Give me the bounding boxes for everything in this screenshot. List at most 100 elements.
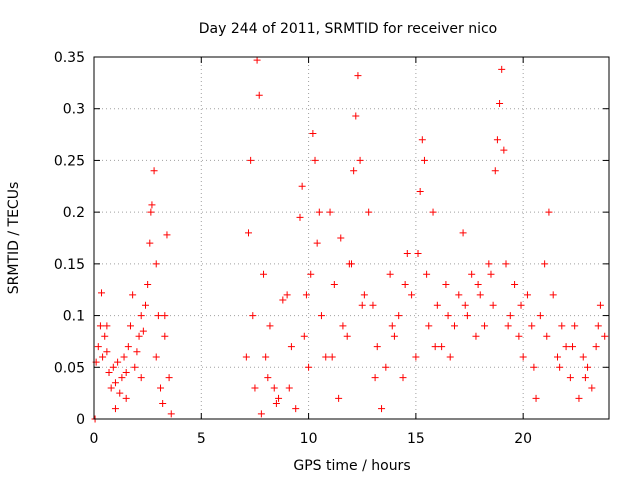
data-point (247, 156, 255, 164)
data-points (91, 56, 609, 423)
data-point (543, 332, 551, 340)
data-point (96, 322, 104, 330)
data-point (98, 289, 106, 297)
data-point (515, 332, 523, 340)
data-point (147, 208, 155, 216)
data-point (142, 301, 149, 309)
data-point (157, 384, 165, 392)
data-point (474, 281, 482, 289)
data-point (403, 250, 411, 258)
data-point (152, 260, 160, 268)
data-point (251, 384, 259, 392)
data-point (579, 353, 587, 361)
data-point (165, 374, 173, 382)
data-point (99, 353, 107, 361)
data-point (575, 394, 583, 402)
data-point (581, 374, 589, 382)
data-point (335, 394, 343, 402)
data-point (423, 270, 431, 278)
data-point (242, 353, 250, 361)
x-tick-label: 15 (407, 431, 425, 447)
x-tick-label: 10 (300, 431, 318, 447)
data-point (592, 343, 600, 351)
data-point (461, 301, 469, 309)
data-point (588, 384, 596, 392)
data-point (541, 260, 549, 268)
data-point (532, 394, 540, 402)
data-point (337, 234, 345, 242)
data-point (285, 384, 293, 392)
data-point (339, 322, 347, 330)
data-point (388, 322, 396, 330)
data-point (150, 167, 158, 175)
data-point (569, 343, 577, 351)
x-axis-label: GPS time / hours (293, 458, 410, 474)
data-point (307, 270, 315, 278)
data-point (137, 312, 145, 320)
data-point (298, 182, 306, 190)
data-point (161, 332, 169, 340)
data-point (399, 374, 407, 382)
data-point (414, 250, 422, 258)
chart-title: Day 244 of 2011, SRMTID for receiver nic… (199, 21, 497, 37)
y-tick-label: 0.1 (63, 309, 85, 325)
data-point (463, 312, 471, 320)
data-point (500, 146, 508, 154)
x-tick-label: 20 (514, 431, 532, 447)
data-point (311, 156, 319, 164)
data-point (264, 374, 272, 382)
data-point (279, 296, 287, 304)
data-point (468, 270, 476, 278)
data-point (451, 322, 458, 330)
data-point (103, 322, 111, 330)
data-point (94, 343, 102, 351)
data-point (528, 322, 536, 330)
data-point (260, 270, 268, 278)
data-point (116, 389, 124, 397)
data-point (266, 322, 274, 330)
data-point (283, 291, 291, 299)
data-point (111, 379, 119, 387)
data-point (137, 374, 145, 382)
data-point (328, 353, 336, 361)
y-tick-label: 0.35 (54, 50, 85, 66)
y-tick-label: 0.2 (63, 205, 85, 221)
data-point (412, 353, 420, 361)
data-point (416, 187, 424, 195)
data-point (101, 332, 109, 340)
data-point (302, 291, 310, 299)
data-point (105, 368, 113, 376)
data-point (431, 343, 439, 351)
data-point (489, 301, 497, 309)
data-point (502, 260, 510, 268)
data-point (446, 353, 454, 361)
data-point (556, 363, 564, 371)
data-point (485, 260, 493, 268)
data-point (275, 394, 283, 402)
data-point (253, 56, 261, 64)
data-point (594, 322, 602, 330)
data-point (352, 112, 360, 120)
data-point (596, 301, 604, 309)
plot-frame (93, 56, 610, 420)
data-point (360, 291, 368, 299)
data-point (131, 363, 139, 371)
data-point (401, 281, 409, 289)
y-tick-label: 0.05 (54, 360, 85, 376)
data-point (120, 353, 128, 361)
data-point (317, 312, 325, 320)
data-point (369, 301, 377, 309)
data-point (272, 399, 280, 407)
data-point (459, 229, 467, 237)
data-point (493, 136, 501, 144)
data-point (523, 291, 531, 299)
data-point (326, 208, 334, 216)
data-point (163, 231, 171, 239)
data-point (365, 208, 373, 216)
data-point (107, 384, 115, 392)
data-point (255, 91, 263, 99)
data-point (549, 291, 557, 299)
y-tick-label: 0.25 (54, 153, 85, 169)
data-point (167, 410, 175, 418)
data-point (476, 291, 484, 299)
